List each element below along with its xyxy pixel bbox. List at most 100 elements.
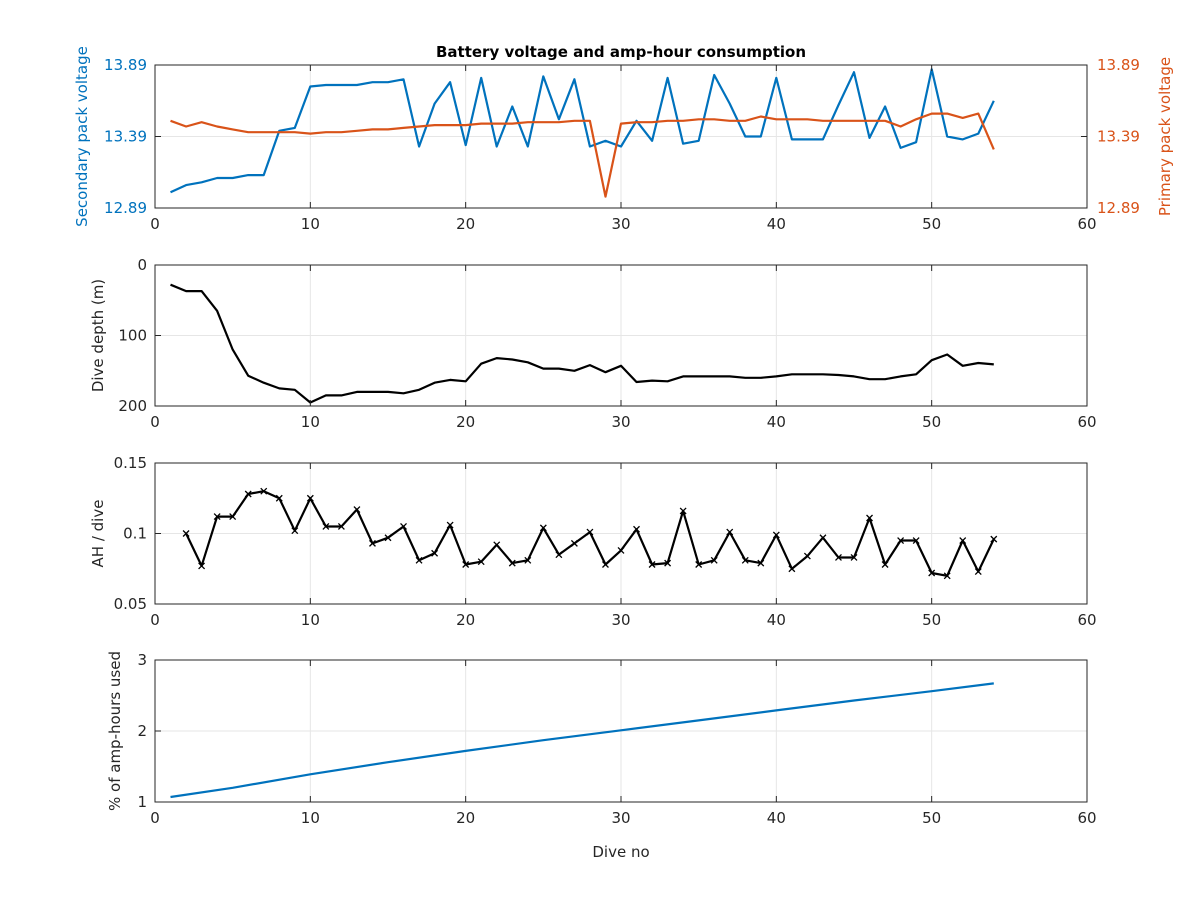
x-tick-label: 40 xyxy=(767,611,786,629)
x-tick-label: 30 xyxy=(611,809,630,827)
figure-title: Battery voltage and amp-hour consumption xyxy=(436,43,806,61)
y-tick-label: 12.89 xyxy=(104,199,147,217)
data-point-marker xyxy=(260,487,268,495)
data-point-marker xyxy=(384,534,392,542)
x-tick-label: 20 xyxy=(456,413,475,431)
y-tick-label: 13.39 xyxy=(104,128,147,146)
y-tick-label: 3 xyxy=(137,651,147,669)
data-point-marker xyxy=(198,562,206,570)
data-point-marker xyxy=(772,531,780,539)
data-point-marker xyxy=(462,561,470,568)
y-axis-label: Dive depth (m) xyxy=(89,279,107,392)
x-tick-label: 10 xyxy=(301,611,320,629)
y-tick-label: 100 xyxy=(118,327,147,345)
data-point-marker xyxy=(974,568,982,576)
data-point-marker xyxy=(757,559,765,567)
series-line-left xyxy=(170,68,995,194)
x-tick-label: 30 xyxy=(611,413,630,431)
x-tick-label: 0 xyxy=(150,611,160,629)
right-y-axis-label: Primary pack voltage xyxy=(1156,57,1174,216)
data-point-marker xyxy=(493,541,501,549)
x-tick-label: 60 xyxy=(1077,215,1096,233)
y-axis-label: Secondary pack voltage xyxy=(73,46,91,227)
right-y-tick-label: 12.89 xyxy=(1097,199,1140,217)
x-tick-label: 40 xyxy=(767,215,786,233)
y-tick-label: 0.05 xyxy=(114,595,147,613)
data-point-marker xyxy=(695,561,703,568)
data-point-marker xyxy=(835,554,842,561)
x-tick-label: 20 xyxy=(456,215,475,233)
x-tick-label: 0 xyxy=(150,413,160,431)
data-point-marker xyxy=(275,494,283,502)
x-tick-label: 30 xyxy=(611,611,630,629)
data-point-marker xyxy=(446,521,454,529)
data-point-marker xyxy=(943,572,951,580)
x-tick-label: 30 xyxy=(611,215,630,233)
x-tick-label: 50 xyxy=(922,611,941,629)
x-tick-label: 60 xyxy=(1077,809,1096,827)
data-point-marker xyxy=(306,494,314,502)
data-point-marker xyxy=(524,556,532,564)
x-tick-label: 50 xyxy=(922,809,941,827)
x-tick-label: 20 xyxy=(456,611,475,629)
data-point-marker xyxy=(850,554,858,561)
series-line xyxy=(170,682,994,799)
data-point-marker xyxy=(602,561,609,568)
y-tick-label: 1 xyxy=(137,793,147,811)
series-line-right xyxy=(170,112,995,198)
x-tick-label: 40 xyxy=(767,413,786,431)
x-tick-label: 50 xyxy=(922,413,941,431)
right-y-tick-label: 13.89 xyxy=(1097,56,1140,74)
data-point-marker xyxy=(369,539,376,547)
data-point-marker xyxy=(710,556,718,564)
data-point-marker xyxy=(415,556,423,564)
data-point-marker xyxy=(990,535,998,543)
data-point-marker xyxy=(586,528,594,536)
data-point-marker xyxy=(182,530,190,537)
data-point-marker xyxy=(555,551,563,559)
data-point-marker xyxy=(788,565,796,573)
y-tick-label: 0.15 xyxy=(114,454,147,472)
y-tick-label: 2 xyxy=(137,722,147,740)
y-tick-label: 13.89 xyxy=(104,56,147,74)
data-point-marker xyxy=(819,534,827,542)
data-point-marker xyxy=(726,528,734,536)
x-tick-label: 10 xyxy=(301,215,320,233)
data-point-marker xyxy=(539,524,547,532)
data-point-marker xyxy=(570,539,578,547)
data-point-marker xyxy=(477,558,485,566)
data-point-marker xyxy=(959,537,967,545)
data-point-marker xyxy=(291,527,299,535)
data-point-marker xyxy=(508,559,516,567)
data-point-marker xyxy=(353,506,361,513)
data-point-marker xyxy=(648,561,656,568)
data-point-marker xyxy=(400,522,407,530)
data-point-marker xyxy=(803,552,811,560)
x-tick-label: 20 xyxy=(456,809,475,827)
data-point-marker xyxy=(322,522,330,530)
x-tick-label: 10 xyxy=(301,413,320,431)
x-tick-label: 60 xyxy=(1077,611,1096,629)
data-point-marker xyxy=(337,522,345,530)
x-axis-label: Dive no xyxy=(592,843,649,861)
data-point-marker xyxy=(633,525,640,533)
data-point-marker xyxy=(928,569,936,577)
data-point-marker xyxy=(431,549,439,557)
x-tick-label: 10 xyxy=(301,809,320,827)
data-point-marker xyxy=(213,513,221,521)
y-tick-label: 200 xyxy=(118,397,147,415)
y-tick-label: 0 xyxy=(137,256,147,274)
data-point-marker xyxy=(866,514,873,522)
y-axis-label: % of amp-hours used xyxy=(106,651,124,811)
data-point-marker xyxy=(897,537,905,545)
data-point-marker xyxy=(912,537,920,545)
x-tick-label: 0 xyxy=(150,215,160,233)
data-point-marker xyxy=(741,556,749,564)
data-point-marker xyxy=(881,561,889,568)
x-tick-label: 60 xyxy=(1077,413,1096,431)
data-point-marker xyxy=(244,490,252,498)
data-point-marker xyxy=(679,507,687,515)
data-point-marker xyxy=(664,559,672,567)
y-tick-label: 0.1 xyxy=(123,525,147,543)
